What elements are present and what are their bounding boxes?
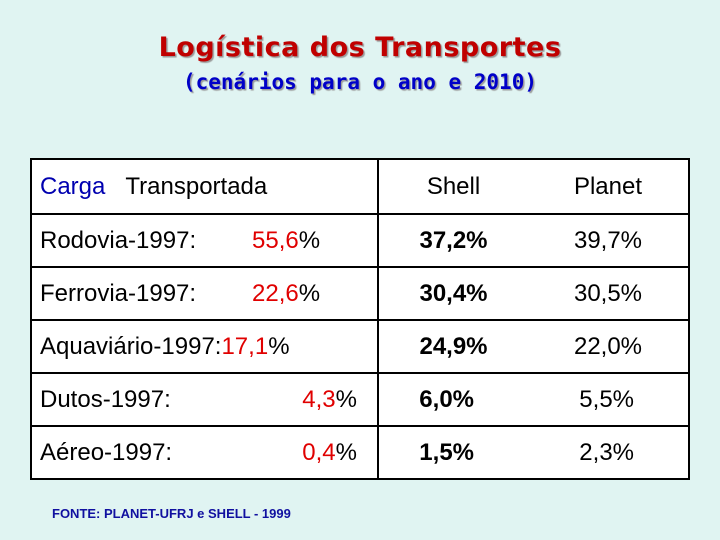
row-planet: 39,7% — [528, 213, 689, 267]
header-shell: Shell — [377, 159, 528, 214]
table-header-row: Carga Transportada Shell Planet — [31, 159, 689, 214]
transport-table: Carga Transportada Shell Planet Rodovia-… — [30, 158, 690, 480]
row-label: Aéreo-1997: — [31, 425, 244, 479]
row-label: Dutos-1997: — [31, 372, 244, 426]
header-planet: Planet — [573, 172, 643, 200]
row-label: Aquaviário-1997:17,1% — [31, 319, 378, 373]
row-shell: 30,4% — [377, 266, 528, 320]
row-planet: 2,3% — [528, 425, 689, 479]
table-row: Dutos-1997: 4,3% 6,0% 5,5% — [31, 372, 689, 426]
header-carga-transportada: Carga Transportada — [31, 159, 378, 214]
row-value-1997: 4,3% — [244, 372, 378, 426]
header-carga: Carga — [40, 172, 106, 200]
row-shell: 24,9% — [377, 319, 528, 373]
header-transportada: Transportada — [125, 172, 268, 200]
row-value-1997: 0,4% — [244, 425, 378, 479]
row-shell: 6,0% — [377, 372, 528, 426]
table-row: Ferrovia-1997: 22,6% 30,4% 30,5% — [31, 266, 689, 320]
row-planet: 30,5% — [528, 266, 689, 320]
row-value-1997: 55,6% — [244, 213, 378, 267]
slide-title: Logística dos Transportes — [158, 32, 562, 63]
source-note: FONTE: PLANET-UFRJ e SHELL - 1999 — [52, 506, 291, 521]
row-value-1997: 22,6% — [244, 266, 378, 320]
row-planet: 5,5% — [528, 372, 689, 426]
table-row: Rodovia-1997: 55,6% 37,2% 39,7% — [31, 213, 689, 267]
row-value-1997: 17, — [221, 332, 255, 360]
row-planet: 22,0% — [528, 319, 689, 373]
table-row: Aquaviário-1997:17,1% 24,9% 22,0% — [31, 319, 689, 373]
slide-subtitle: (cenários para o ano e 2010) — [182, 70, 537, 94]
row-label: Rodovia-1997: — [31, 213, 244, 267]
row-shell: 37,2% — [377, 213, 528, 267]
row-label: Ferrovia-1997: — [31, 266, 244, 320]
row-shell: 1,5% — [377, 425, 528, 479]
table-row: Aéreo-1997: 0,4% 1,5% 2,3% — [31, 425, 689, 479]
